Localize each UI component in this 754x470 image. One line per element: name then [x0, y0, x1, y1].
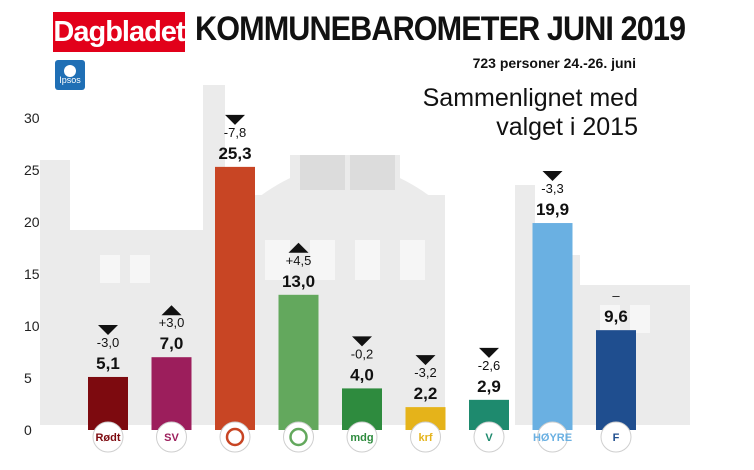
- y-tick-label: 30: [24, 110, 40, 126]
- comparison-note: Sammenlignet med valget i 2015: [423, 84, 638, 142]
- chart-subtitle: 723 personer 24.-26. juni: [472, 55, 636, 71]
- bar-rødt: [88, 376, 128, 430]
- change-up-arrow-icon: [288, 242, 309, 253]
- ipsos-logo-icon: Ipsos: [55, 60, 85, 90]
- change-label: –: [612, 288, 620, 303]
- bar-frp: [596, 330, 636, 430]
- bar-value-label: 4,0: [350, 365, 374, 384]
- change-label: -2,6: [478, 358, 500, 373]
- bar-value-label: 5,1: [96, 354, 120, 373]
- rodt-star-icon: [92, 421, 124, 453]
- bar-value-label: 2,9: [477, 377, 501, 396]
- bar-høyre: [532, 223, 573, 430]
- comparison-line-1: Sammenlignet med: [422, 84, 638, 112]
- change-down-arrow-icon: [479, 347, 499, 358]
- mdg-text-icon: [346, 421, 378, 453]
- change-label: -3,3: [541, 181, 563, 196]
- change-label: +3,0: [159, 315, 185, 330]
- frp-flame-icon: [600, 421, 632, 453]
- change-label: -3,2: [414, 365, 436, 380]
- change-down-arrow-icon: [225, 114, 245, 125]
- venstre-v-icon: [473, 421, 505, 453]
- sv-text-icon: [156, 421, 187, 453]
- chart-title: KOMMUNEBAROMETER JUNI 2019: [195, 10, 686, 48]
- party-logo-text: SV: [164, 432, 179, 444]
- change-down-arrow-icon: [352, 336, 372, 347]
- y-tick-label: 0: [24, 422, 32, 438]
- party-logo-mark: [225, 427, 245, 447]
- change-label: -7,8: [224, 125, 246, 140]
- bar-krf: [405, 407, 446, 430]
- comparison-line-2: valget i 2015: [496, 113, 638, 141]
- y-tick-label: 15: [24, 266, 40, 282]
- change-down-arrow-icon: [542, 171, 563, 182]
- party-logo-text: HØYRE: [533, 432, 572, 444]
- change-label: -3,0: [97, 335, 119, 350]
- dagbladet-logo: Dagbladet: [53, 12, 186, 52]
- krf-text-icon: [410, 421, 441, 453]
- bar-value-label: 2,2: [414, 384, 438, 403]
- party-logo-mark: [289, 427, 308, 447]
- party-logo-text: mdg: [350, 432, 373, 444]
- bar-value-label: 13,0: [282, 272, 315, 291]
- bar-value-label: 7,0: [160, 334, 184, 353]
- ipsos-logo-text: Ipsos: [59, 75, 81, 85]
- sp-clover-icon: [283, 421, 314, 453]
- ap-rose-icon: [219, 421, 251, 453]
- party-logo-text: Rødt: [95, 432, 120, 444]
- y-tick-label: 20: [24, 214, 40, 230]
- bar-sp: [278, 294, 319, 430]
- change-up-arrow-icon: [161, 305, 182, 316]
- party-logo-text: V: [485, 432, 493, 444]
- bar-value-label: 19,9: [536, 200, 569, 219]
- bar-sv: [151, 357, 192, 430]
- y-tick-label: 25: [24, 162, 40, 178]
- party-logo-text: F: [613, 432, 620, 444]
- change-down-arrow-icon: [98, 324, 118, 335]
- party-logo-text: krf: [418, 432, 432, 444]
- change-down-arrow-icon: [415, 355, 436, 366]
- y-tick-label: 10: [24, 318, 40, 334]
- y-tick-label: 5: [24, 370, 32, 386]
- change-label: -0,2: [351, 346, 373, 361]
- change-label: +4,5: [286, 253, 312, 268]
- bar-value-label: 9,6: [604, 307, 628, 326]
- bar-value-label: 25,3: [218, 144, 251, 163]
- hoyre-text-icon: [537, 421, 568, 453]
- bar-ap: [215, 166, 255, 430]
